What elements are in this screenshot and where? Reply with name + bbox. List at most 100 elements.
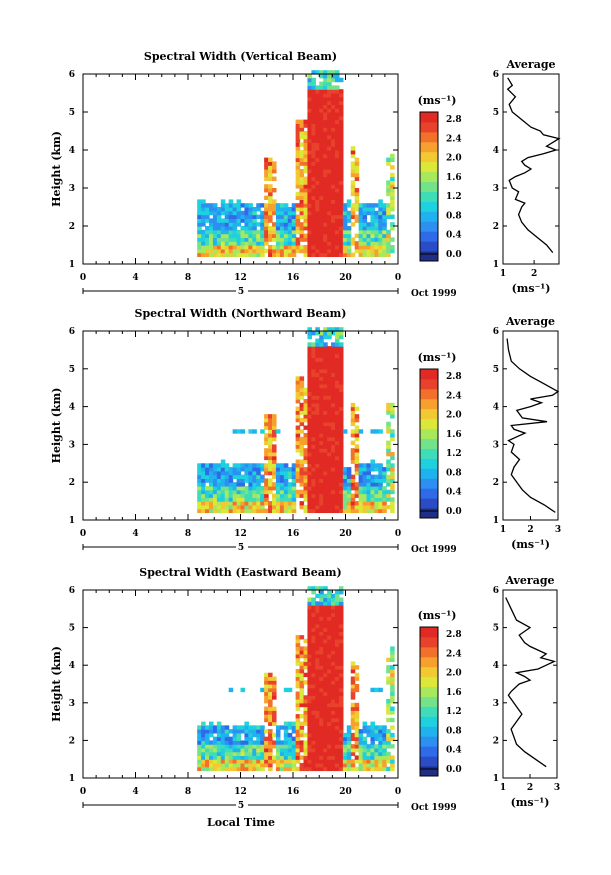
heatmap-cell <box>342 762 348 768</box>
average-profile-line <box>505 597 557 768</box>
heatmap-cell <box>350 668 356 674</box>
heatmap-cell <box>354 406 360 411</box>
heatmap-cell <box>350 725 356 730</box>
heatmap-cell <box>212 210 218 216</box>
heatmap-cell <box>327 593 332 599</box>
average-y-tick-label: 5 <box>493 108 499 118</box>
heatmap-cell <box>244 203 249 208</box>
heatmap-cell <box>315 646 320 651</box>
heatmap-cell <box>327 399 332 404</box>
heatmap-cell <box>342 470 348 476</box>
heatmap-cell <box>323 470 328 476</box>
heatmap-cell <box>335 508 340 514</box>
heatmap-cell <box>307 349 312 355</box>
heatmap-cell <box>256 736 261 741</box>
heatmap-cell <box>216 214 222 219</box>
heatmap-cell <box>342 237 348 242</box>
heatmap-cell <box>366 497 372 502</box>
heatmap-cell <box>307 455 312 461</box>
average-x-tick-label: 1 <box>500 525 506 535</box>
heatmap-cell <box>311 376 316 381</box>
heatmap-cell <box>295 493 301 498</box>
heatmap-cell <box>311 717 316 723</box>
heatmap-cell <box>362 470 368 476</box>
heatmap-cell <box>390 766 395 772</box>
heatmap-cell <box>252 478 257 483</box>
heatmap-cell <box>244 485 249 491</box>
heatmap-cell <box>335 203 340 208</box>
heatmap-cell <box>256 508 261 514</box>
heatmap-cell <box>323 620 328 625</box>
heatmap-cell <box>307 161 312 166</box>
heatmap-cell <box>295 425 301 430</box>
heatmap-cell <box>303 489 309 495</box>
heatmap-cell <box>331 684 336 689</box>
colorbar-segment <box>420 171 438 183</box>
heatmap-cell <box>291 226 297 231</box>
heatmap-cell <box>331 100 336 105</box>
heatmap-cell <box>335 327 340 332</box>
heatmap-cell <box>268 706 273 711</box>
heatmap-cell <box>342 210 348 216</box>
heatmap-cell <box>323 226 328 231</box>
heatmap-cell <box>291 721 297 726</box>
heatmap-cell <box>366 755 372 760</box>
heatmap-cell <box>248 759 253 764</box>
heatmap-cell <box>366 237 372 242</box>
heatmap-cell <box>338 608 344 614</box>
heatmap-cell <box>299 226 305 231</box>
heatmap-cell <box>331 226 336 231</box>
heatmap-cell <box>370 508 375 514</box>
heatmap-cell <box>338 96 344 102</box>
heatmap-cell <box>303 759 309 764</box>
heatmap-cell <box>386 248 391 254</box>
heatmap-cell <box>315 489 320 495</box>
heatmap-cell <box>342 485 348 491</box>
heatmap-cell <box>307 417 312 423</box>
heatmap-cell <box>307 467 312 472</box>
heatmap-cell <box>311 214 316 219</box>
heatmap-cell <box>350 410 356 415</box>
heatmap-cell <box>338 586 344 591</box>
heatmap-cell <box>331 478 336 483</box>
heatmap-cell <box>370 248 375 254</box>
heatmap-cell <box>272 229 277 235</box>
heatmap-cell <box>224 744 230 749</box>
heatmap-cell <box>374 508 379 514</box>
heatmap-cell <box>295 759 301 764</box>
heatmap-cell <box>197 199 202 204</box>
heatmap-cell <box>303 455 309 461</box>
heatmap-cell <box>299 417 305 423</box>
colorbar-frame <box>419 111 439 262</box>
heatmap-cell <box>323 501 328 506</box>
heatmap-cell <box>335 623 340 629</box>
heatmap-cell <box>350 721 356 726</box>
heatmap-cell <box>232 504 238 510</box>
heatmap-cell <box>295 395 301 400</box>
heatmap-cell <box>338 616 344 621</box>
average-x-tick-label: 2 <box>527 525 533 535</box>
heatmap-cell <box>350 766 356 772</box>
heatmap-cell <box>287 501 293 506</box>
heatmap-cell <box>205 210 210 216</box>
heatmap-cell <box>283 470 289 476</box>
heatmap-cell <box>331 383 336 389</box>
heatmap-cell <box>268 721 273 726</box>
heatmap-cell <box>338 218 344 223</box>
heatmap-cell <box>264 218 269 223</box>
heatmap-cell <box>260 478 265 483</box>
heatmap-cell <box>248 474 253 480</box>
heatmap-cell <box>228 470 234 476</box>
heatmap-cell <box>350 191 356 197</box>
heatmap-cell <box>358 203 364 208</box>
heatmap-cell <box>350 448 356 453</box>
heatmap-cell <box>354 429 360 434</box>
heatmap-cell <box>295 245 301 250</box>
heatmap-cell <box>327 766 332 772</box>
heatmap-cell <box>382 497 387 502</box>
heatmap-cell <box>327 93 332 98</box>
heatmap-cell <box>327 157 332 162</box>
heatmap-cell <box>268 732 273 738</box>
heatmap-cell <box>358 478 364 483</box>
colorbar-segment <box>420 766 438 777</box>
